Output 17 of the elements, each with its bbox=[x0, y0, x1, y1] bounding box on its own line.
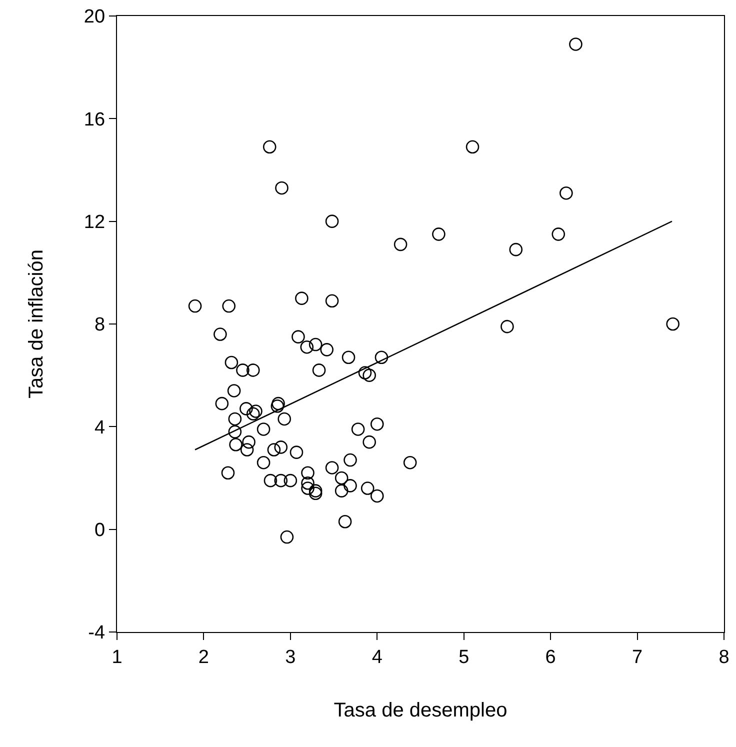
x-tick-label: 2 bbox=[198, 646, 209, 668]
x-tick-label: 8 bbox=[718, 646, 730, 668]
y-tick-label: 12 bbox=[84, 212, 106, 233]
y-tick-label: 0 bbox=[94, 520, 106, 541]
x-tick-label: 5 bbox=[458, 646, 470, 668]
y-axis-title: Tasa de inflación bbox=[25, 250, 48, 398]
x-tick-label: 6 bbox=[545, 646, 556, 668]
x-axis-title: Tasa de desempleo bbox=[334, 699, 508, 722]
y-tick-label: 8 bbox=[94, 314, 106, 336]
y-tick-label: -4 bbox=[88, 622, 106, 644]
y-tick-label: 16 bbox=[84, 109, 106, 130]
x-tick-label: 7 bbox=[632, 646, 643, 668]
x-tick-label: 1 bbox=[112, 646, 122, 668]
x-tick-label: 3 bbox=[285, 646, 296, 668]
x-tick-label: 4 bbox=[372, 646, 383, 668]
y-tick-label: 20 bbox=[84, 6, 106, 28]
y-tick-label: 4 bbox=[94, 417, 106, 438]
